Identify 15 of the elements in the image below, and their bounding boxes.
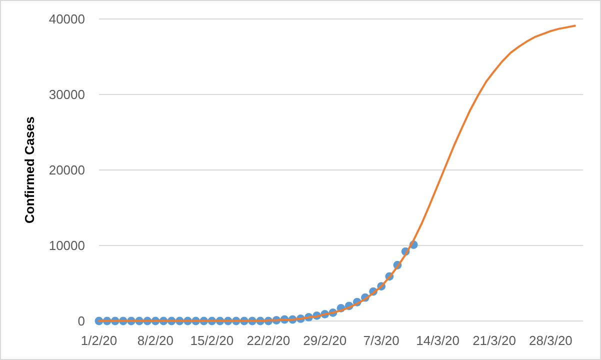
x-tick-label: 29/2/20	[303, 333, 347, 348]
y-tick-label: 20000	[48, 162, 85, 178]
y-tick-label: 0	[78, 314, 85, 329]
x-tick-label: 14/3/20	[416, 333, 460, 348]
y-axis-title: Confirmed Cases	[22, 116, 37, 224]
y-tick-label: 40000	[48, 12, 85, 27]
y-tick-label: 10000	[48, 238, 85, 254]
x-tick-label: 7/3/20	[363, 333, 400, 348]
x-tick-label: 28/3/20	[529, 333, 572, 348]
x-tick-label: 21/3/20	[472, 333, 516, 348]
x-tick-label: 15/2/20	[190, 333, 234, 348]
x-tick-label: 1/2/20	[80, 333, 118, 348]
x-tick-label: 8/2/20	[137, 333, 174, 348]
y-tick-label: 30000	[48, 87, 85, 102]
x-tick-label: 22/2/20	[246, 333, 290, 348]
